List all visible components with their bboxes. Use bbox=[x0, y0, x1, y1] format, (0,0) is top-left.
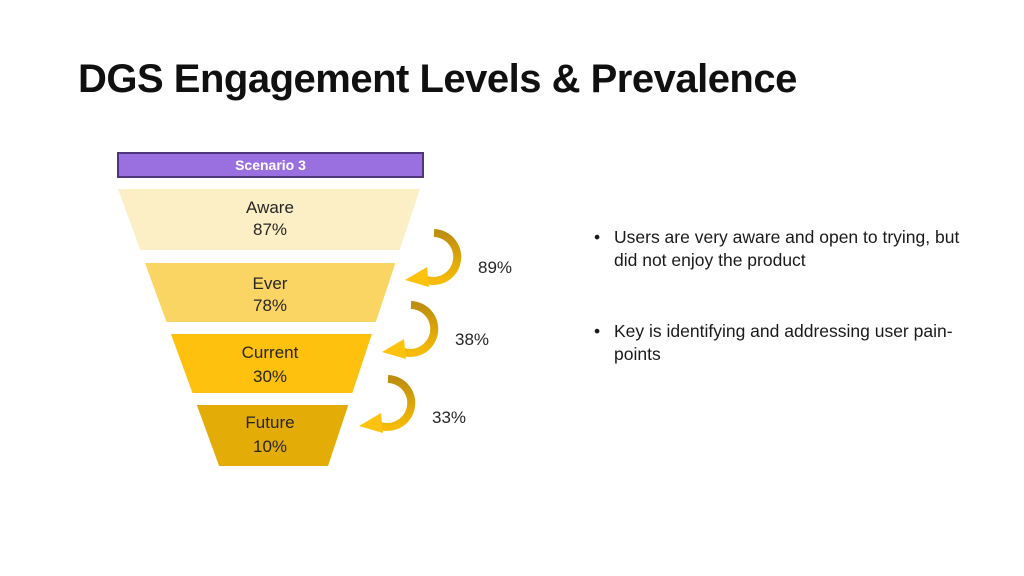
stage-value-aware: 87% bbox=[253, 220, 287, 239]
funnel-segment-aware bbox=[118, 189, 420, 250]
funnel-segment-ever bbox=[145, 263, 396, 322]
conversion-arrow-icon bbox=[359, 375, 416, 433]
conversion-label-3: 33% bbox=[432, 408, 466, 427]
insight-bullet-2: • Key is identifying and addressing user… bbox=[590, 320, 970, 366]
page-title: DGS Engagement Levels & Prevalence bbox=[78, 57, 797, 101]
scenario-header-label: Scenario 3 bbox=[235, 157, 306, 173]
bullet-icon: • bbox=[594, 227, 601, 247]
funnel-chart: Scenario 3 Aware 87% Ever 78% Current 30… bbox=[117, 152, 512, 466]
stage-label-current: Current bbox=[242, 343, 299, 362]
insight-bullet-1: • Users are very aware and open to tryin… bbox=[590, 226, 970, 272]
stage-value-current: 30% bbox=[253, 367, 287, 386]
stage-label-ever: Ever bbox=[253, 274, 288, 293]
conversion-arrow-icon bbox=[382, 301, 439, 359]
funnel-segment-future bbox=[196, 405, 349, 466]
insights-list: • Users are very aware and open to tryin… bbox=[590, 226, 970, 414]
stage-value-ever: 78% bbox=[253, 296, 287, 315]
stage-label-aware: Aware bbox=[246, 198, 294, 217]
stage-label-future: Future bbox=[245, 413, 294, 432]
conversion-label-1: 89% bbox=[478, 258, 512, 277]
insight-text-1: Users are very aware and open to trying,… bbox=[614, 227, 960, 270]
funnel-segment-current bbox=[170, 334, 372, 393]
conversion-label-2: 38% bbox=[455, 330, 489, 349]
insight-text-2: Key is identifying and addressing user p… bbox=[614, 321, 953, 364]
bullet-icon: • bbox=[594, 321, 601, 341]
scenario-header-box bbox=[117, 152, 424, 178]
stage-value-future: 10% bbox=[253, 437, 287, 456]
conversion-arrow-icon bbox=[405, 229, 462, 287]
